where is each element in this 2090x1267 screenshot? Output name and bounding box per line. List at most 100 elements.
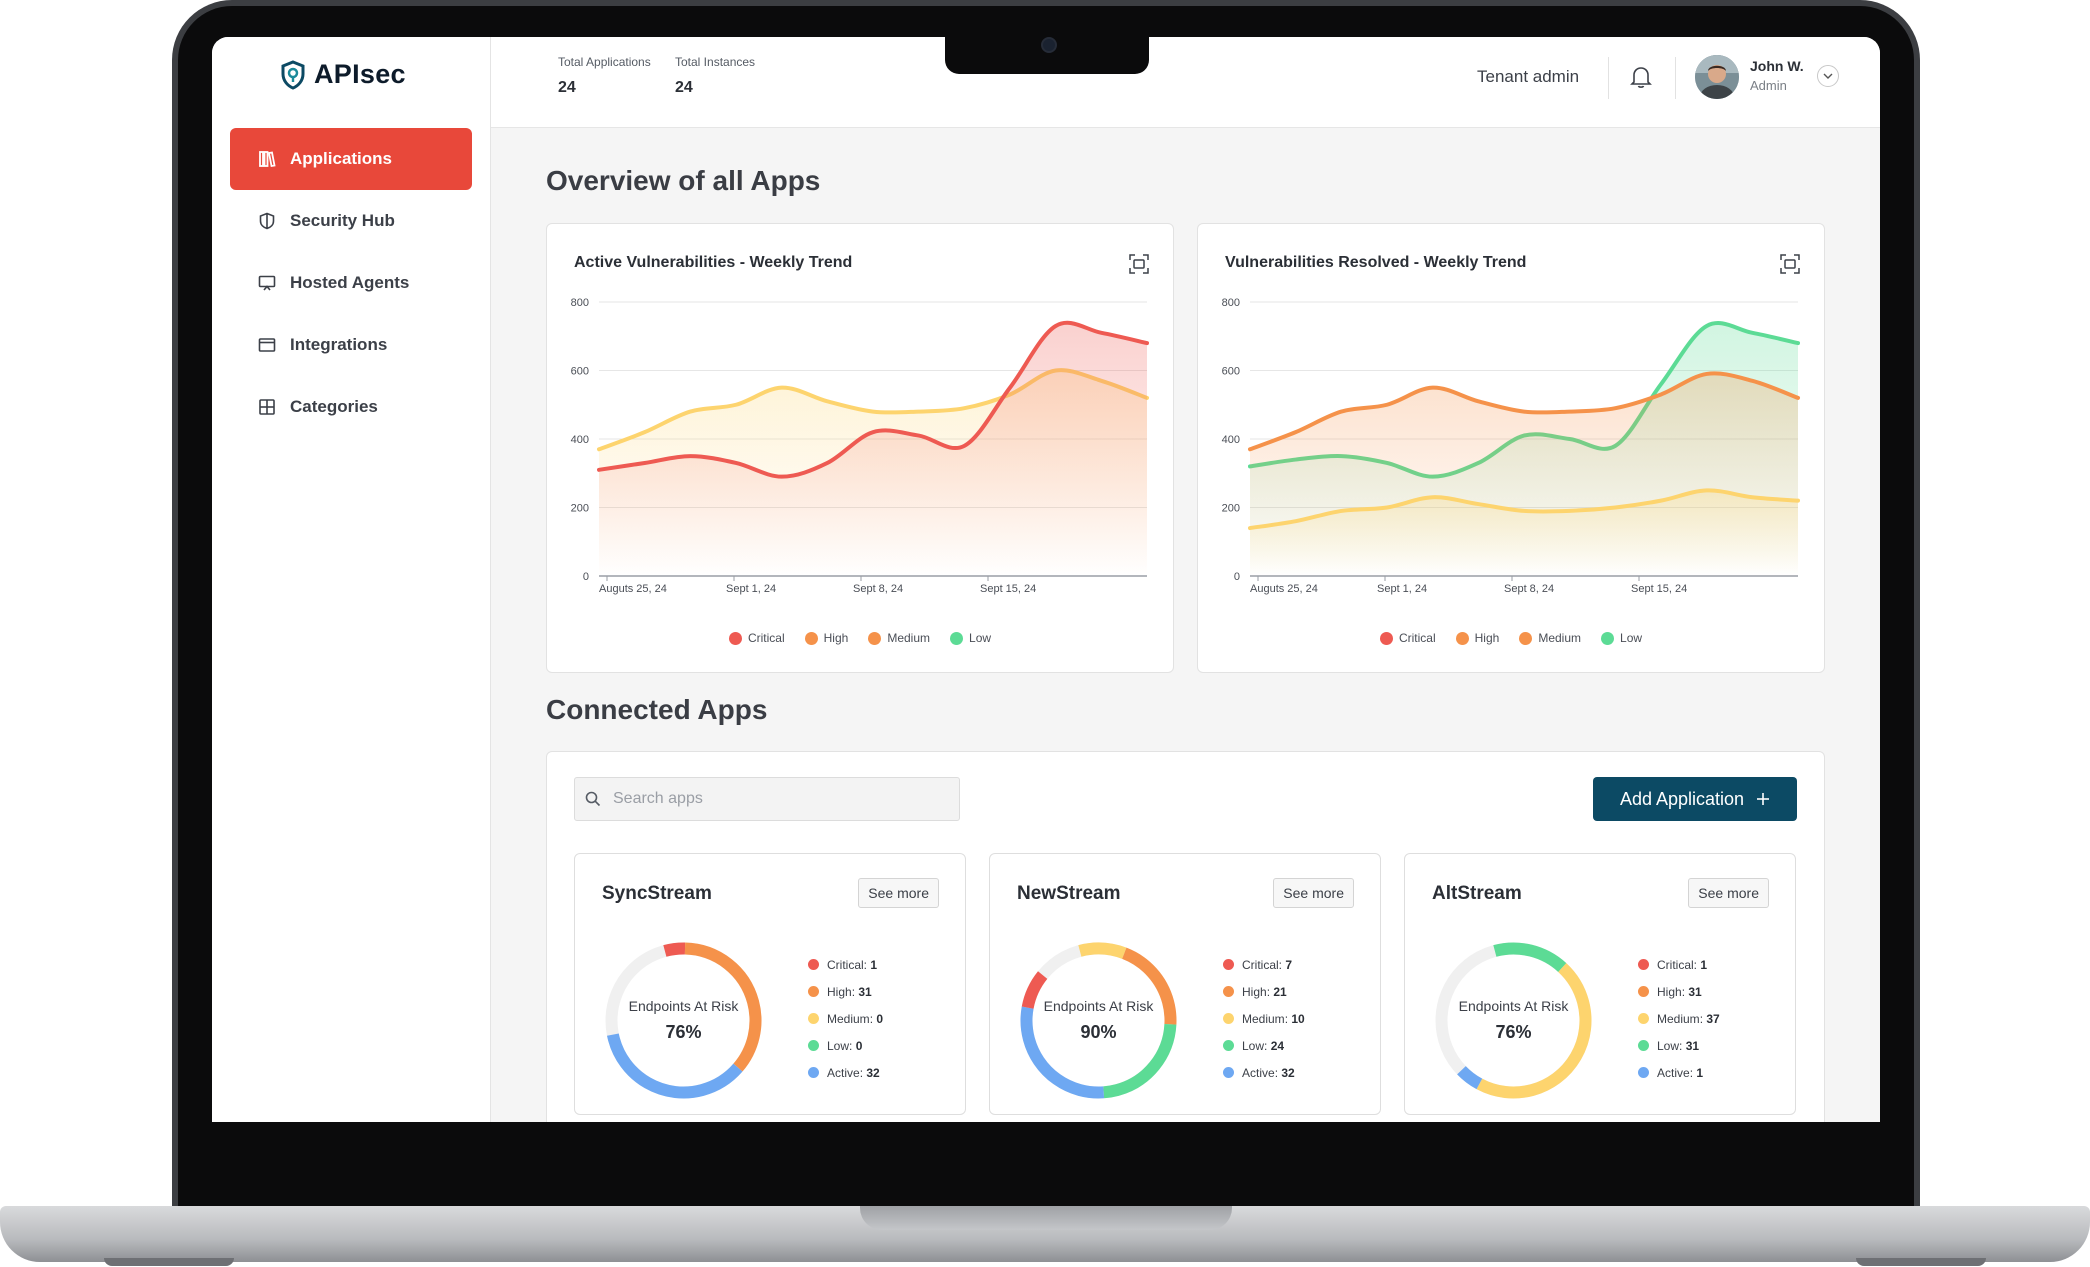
chevron-down-icon[interactable] <box>1817 65 1839 87</box>
legend-item-medium: Medium <box>868 631 930 645</box>
app-card-altstream[interactable]: AltStream See more Endpoints At Risk 76%… <box>1404 853 1796 1115</box>
donut-center: Endpoints At Risk 76% <box>601 938 766 1103</box>
search-icon <box>585 791 601 807</box>
legend-key: High <box>827 984 852 999</box>
legend-swatch <box>1223 1067 1234 1078</box>
apisec-logo-icon <box>281 59 305 90</box>
y-tick-label: 0 <box>1234 571 1240 583</box>
tenant-selector[interactable]: Tenant admin <box>1477 67 1580 86</box>
laptop-hinge <box>860 1206 1232 1230</box>
legend-key: High <box>1242 984 1267 999</box>
series-area-critical <box>599 322 1147 576</box>
stat-value: 24 <box>675 79 693 96</box>
legend-label: Critical <box>747 631 785 645</box>
legend-key: Active <box>1657 1065 1690 1080</box>
legend-label: Low <box>969 631 992 645</box>
x-tick-label: Auguts 25, 24 <box>599 583 667 595</box>
legend-value: 24 <box>1270 1038 1285 1053</box>
legend-row-critical: Critical: 7 <box>1223 951 1305 978</box>
donut-segment <box>1020 942 1177 1099</box>
legend-swatch <box>1519 631 1533 645</box>
legend-key: Low <box>827 1038 850 1053</box>
legend-row-critical: Critical: 1 <box>1638 951 1720 978</box>
legend-swatch <box>1638 1067 1649 1078</box>
sidebar-item-integrations[interactable]: Integrations <box>230 314 472 376</box>
legend-swatch <box>1638 1013 1649 1024</box>
sidebar-item-applications[interactable]: Applications <box>230 128 472 190</box>
legend-swatch <box>868 631 882 645</box>
x-tick-label: Sept 1, 24 <box>726 583 776 595</box>
plus-icon <box>1757 793 1770 805</box>
see-more-button[interactable]: See more <box>1688 878 1769 908</box>
y-tick-label: 400 <box>1222 434 1240 446</box>
legend-swatch <box>808 959 819 970</box>
legend-label: High <box>823 631 849 645</box>
legend-label: Medium <box>1538 631 1582 645</box>
donut-caption: Endpoints At Risk <box>1458 998 1569 1014</box>
legend-value: 7 <box>1285 957 1293 972</box>
expand-icon[interactable] <box>1780 254 1800 279</box>
legend-key: Low <box>1657 1038 1680 1053</box>
y-tick-label: 200 <box>1222 503 1240 515</box>
add-application-button[interactable]: Add Application <box>1593 777 1797 821</box>
legend-swatch <box>808 1013 819 1024</box>
donut-caption: Endpoints At Risk <box>1043 998 1154 1014</box>
laptop-chin <box>178 1122 1914 1210</box>
app-name: AltStream <box>1432 883 1522 904</box>
sidebar-item-hosted-agents[interactable]: Hosted Agents <box>230 252 472 314</box>
donut-percent: 76% <box>1495 1022 1532 1042</box>
legend-row-active: Active: 32 <box>808 1059 883 1086</box>
connected-apps-panel: Add Application SyncStream See more Endp… <box>546 751 1825 1122</box>
donut-percent: 76% <box>665 1022 702 1042</box>
search-box[interactable] <box>574 777 960 821</box>
app-card-newstream[interactable]: NewStream See more Endpoints At Risk 90%… <box>989 853 1381 1115</box>
legend-key: Medium <box>1657 1011 1700 1026</box>
legend-swatch <box>808 986 819 997</box>
legend-swatch <box>1638 1040 1649 1051</box>
sidebar: APIsec Applications Security Hub Hosted … <box>212 37 491 1122</box>
legend-key: Critical <box>827 957 864 972</box>
donut-segment <box>605 942 762 1099</box>
top-bar: Total Applications 24 Total Instances 24… <box>491 37 1880 128</box>
divider <box>1608 57 1609 99</box>
search-input[interactable] <box>611 789 935 809</box>
logo[interactable]: APIsec <box>280 59 406 90</box>
y-tick-label: 200 <box>571 503 589 515</box>
monitor-agent-icon <box>258 275 276 291</box>
legend-key: Critical <box>1242 957 1279 972</box>
sidebar-item-categories[interactable]: Categories <box>230 376 472 438</box>
y-tick-label: 0 <box>583 571 589 583</box>
legend-row-medium: Medium: 0 <box>808 1005 883 1032</box>
chart-plot: 800 600 400 200 0 Auguts 25, 24 Sept 1, 24 Sept… <box>1222 297 1800 595</box>
chart-plot: 800 600 400 200 0 Auguts 25, 24 Sept 1, 24 Sept… <box>571 297 1149 595</box>
sidebar-item-security-hub[interactable]: Security Hub <box>230 190 472 252</box>
notification-bell-icon[interactable] <box>1630 65 1652 94</box>
chart-card-active-vulnerabilities: Active Vulnerabilities - Weekly Trend 80… <box>546 223 1174 673</box>
app-legend: Critical: 7 High: 21 Medium: 10 Low: 24 … <box>1223 951 1305 1086</box>
see-more-button[interactable]: See more <box>1273 878 1354 908</box>
series-line-medium <box>1248 488 1800 531</box>
legend-row-active: Active: 32 <box>1223 1059 1305 1086</box>
legend-item-critical: Critical <box>728 631 785 645</box>
y-tick-label: 600 <box>571 366 589 378</box>
legend-label: Medium <box>887 631 931 645</box>
legend-value: 0 <box>876 1011 884 1026</box>
user-name: John W. <box>1750 58 1804 74</box>
legend-item-low: Low <box>1601 631 1642 645</box>
see-more-button[interactable]: See more <box>858 878 939 908</box>
expand-icon[interactable] <box>1129 254 1149 279</box>
legend-key: Active <box>827 1065 860 1080</box>
legend-key: High <box>1657 984 1682 999</box>
brand-name: APIsec <box>314 59 406 89</box>
sidebar-item-label: Integrations <box>290 335 388 354</box>
donut-segment <box>1020 942 1177 1099</box>
donut-center: Endpoints At Risk 76% <box>1431 938 1596 1103</box>
series-area-medium <box>1250 490 1798 576</box>
legend-swatch <box>804 631 818 645</box>
legend-label: High <box>1474 631 1500 645</box>
legend-item-medium: Medium <box>1519 631 1581 645</box>
app-card-syncstream[interactable]: SyncStream See more Endpoints At Risk 76… <box>574 853 966 1115</box>
chart-title: Active Vulnerabilities - Weekly Trend <box>574 254 853 271</box>
avatar[interactable] <box>1695 55 1739 99</box>
legend-swatch <box>808 1067 819 1078</box>
